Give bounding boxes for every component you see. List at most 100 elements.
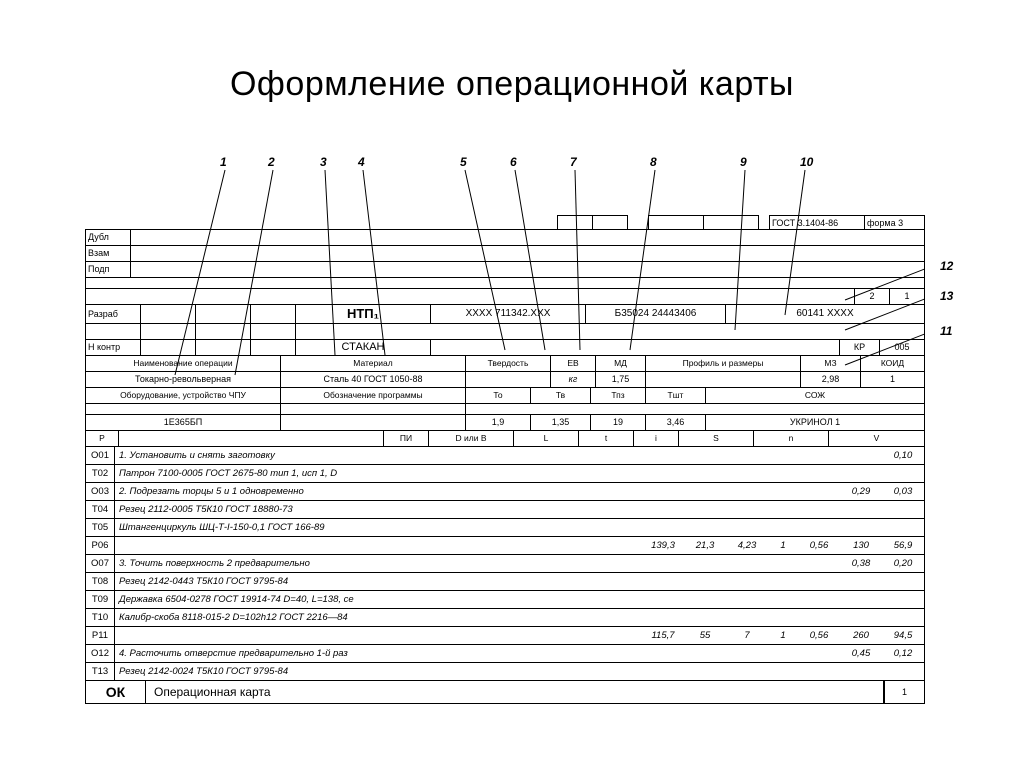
hdr3-pi: ПИ (384, 431, 429, 446)
hdr-ev: ЕВ (551, 356, 596, 371)
stakan: СТАКАН (296, 340, 431, 355)
op-row: Т02Патрон 7100-0005 ГОСТ 2675-80 тип 1, … (85, 465, 925, 483)
ntp-label: НТП₁ (296, 305, 431, 323)
hdr2-to: То (466, 388, 531, 403)
operation-name: Токарно-револьверная (86, 372, 281, 387)
hdr-tv: Твердость (466, 356, 551, 371)
op-code: О01 (86, 447, 115, 464)
op-code: Т13 (86, 663, 115, 680)
hdr3-L: L (514, 431, 579, 446)
op-row: Т09Державка 6504-0278 ГОСТ 19914-74 D=40… (85, 591, 925, 609)
op-row: Р11115,755710,5626094,5 (85, 627, 925, 645)
ev-val: кг (551, 372, 596, 387)
page-title: Оформление операционной карты (0, 0, 1024, 104)
dubl-label: Дубл (85, 230, 131, 245)
op-row: Т08Резец 2142-0443 Т5К10 ГОСТ 9795-84 (85, 573, 925, 591)
hdr-name: Наименование операции (86, 356, 281, 371)
hdr3-i: i (634, 431, 679, 446)
footer-row: ОК Операционная карта 1 (85, 681, 925, 704)
kp-label: КР (839, 340, 880, 355)
razrab-label: Разраб (86, 305, 141, 323)
hdr-koid: КОИД (861, 356, 924, 371)
tsht-val: 3,46 (646, 415, 706, 430)
leader-num: 4 (358, 155, 365, 169)
code2: Б35024 24443406 (586, 305, 726, 323)
op-code: Т10 (86, 609, 115, 626)
op-row: Т10Калибр-скоба 8118-015-2 D=102h12 ГОСТ… (85, 609, 925, 627)
op-text: Патрон 7100-0005 ГОСТ 2675-80 тип 1, исп… (115, 465, 642, 482)
hdr-mat: Материал (281, 356, 466, 371)
code1: ХХХХ 711342.ХХХ (431, 305, 586, 323)
op-row: О032. Подрезать торцы 5 и 1 одновременно… (85, 483, 925, 501)
op-code: Р11 (86, 627, 115, 644)
leader-num: 13 (940, 289, 953, 303)
op-text: Державка 6504-0278 ГОСТ 19914-74 D=40, L… (115, 591, 642, 608)
page-2: 2 (854, 289, 890, 304)
form-canvas: 12345678910 121311 ГОСТ 3.1404-86 форма … (85, 155, 925, 715)
op-text: 1. Установить и снять заготовку (115, 447, 642, 464)
leader-numbers-top: 12345678910 (85, 155, 925, 200)
hdr-md: МД (596, 356, 646, 371)
forma-label: форма 3 (865, 215, 925, 229)
operation-form: ГОСТ 3.1404-86 форма 3 Дубл Взам Подп 2 … (85, 215, 925, 704)
op-row: Р06139,321,34,2310,5613056,9 (85, 537, 925, 555)
soz-val: УКРИНОЛ 1 (706, 415, 924, 430)
leader-num: 11 (940, 324, 952, 338)
leader-num: 5 (460, 155, 467, 169)
page-1: 1 (890, 289, 924, 304)
to-val: 1,9 (466, 415, 531, 430)
op-row: Т04Резец 2112-0005 Т5К10 ГОСТ 18880-73 (85, 501, 925, 519)
tpz-val: 19 (591, 415, 646, 430)
footer-title: Операционная карта (146, 681, 884, 703)
nkontr-label: Н контр (86, 340, 141, 355)
op-text (115, 537, 642, 554)
hdr3-r: Р (86, 431, 119, 446)
op-row: О124. Расточить отверстие предварительно… (85, 645, 925, 663)
md-val: 1,75 (596, 372, 646, 387)
gost-label: ГОСТ 3.1404-86 (769, 215, 865, 229)
op-row: О073. Точить поверхность 2 предварительн… (85, 555, 925, 573)
leader-num: 3 (320, 155, 327, 169)
leader-num: 8 (650, 155, 657, 169)
footer-ok: ОК (86, 681, 146, 703)
vzam-label: Взам (85, 246, 131, 261)
hdr3-v: V (829, 431, 924, 446)
code3: 60141 ХХХХ (726, 305, 924, 323)
leader-num: 7 (570, 155, 577, 169)
hdr-mz: МЗ (801, 356, 861, 371)
equipment: 1Е365БП (86, 415, 281, 430)
op-row: Т05Штангенциркуль ШЦ-Т-I-150-0,1 ГОСТ 16… (85, 519, 925, 537)
hdr2-soz: СОЖ (706, 388, 924, 403)
op-code: О03 (86, 483, 115, 500)
hdr3-d: D или B (429, 431, 514, 446)
hdr2-ob: Оборудование, устройство ЧПУ (86, 388, 281, 403)
leader-num: 6 (510, 155, 517, 169)
op-code: Т02 (86, 465, 115, 482)
op-code: О07 (86, 555, 115, 572)
op-text: Резец 2142-0024 Т5К10 ГОСТ 9795-84 (115, 663, 642, 680)
leader-num: 1 (220, 155, 227, 169)
op-row: Т13Резец 2142-0024 Т5К10 ГОСТ 9795-84 (85, 663, 925, 681)
mz-val: 2,98 (801, 372, 861, 387)
op-text: 3. Точить поверхность 2 предварительно (115, 555, 642, 572)
hdr2-tv: Тв (531, 388, 591, 403)
op-text: Калибр-скоба 8118-015-2 D=102h12 ГОСТ 22… (115, 609, 642, 626)
op-code: Т05 (86, 519, 115, 536)
hdr3-t: t (579, 431, 634, 446)
leader-num: 2 (268, 155, 275, 169)
op-code: Т08 (86, 573, 115, 590)
op-code: Т09 (86, 591, 115, 608)
hdr2-tsht: Тшт (646, 388, 706, 403)
op-code: Т04 (86, 501, 115, 518)
op-text: Резец 2142-0443 Т5К10 ГОСТ 9795-84 (115, 573, 642, 590)
podp-label: Подп (85, 262, 131, 277)
op-text: 2. Подрезать торцы 5 и 1 одновременно (115, 483, 642, 500)
op-row: О011. Установить и снять заготовку0,10 (85, 447, 925, 465)
hdr2-tpz: Тпз (591, 388, 646, 403)
hdr2-prog: Обозначение программы (281, 388, 466, 403)
op-code: Р06 (86, 537, 115, 554)
op-text: Резец 2112-0005 Т5К10 ГОСТ 18880-73 (115, 501, 642, 518)
hdr3-s: S (679, 431, 754, 446)
op-text: Штангенциркуль ШЦ-Т-I-150-0,1 ГОСТ 166-8… (115, 519, 642, 536)
koid-val: 1 (861, 372, 924, 387)
